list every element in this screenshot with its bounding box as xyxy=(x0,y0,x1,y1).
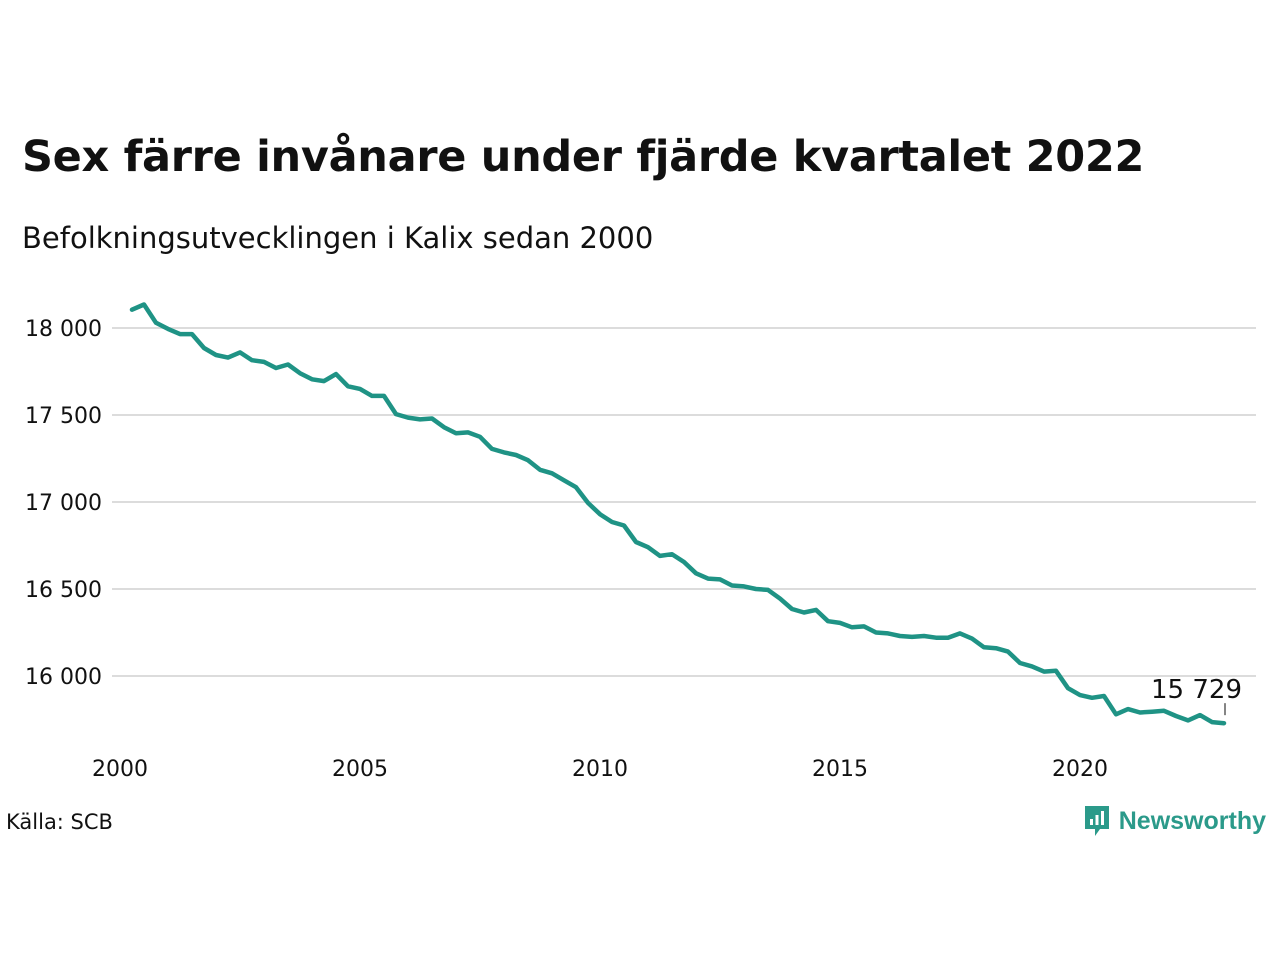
grid-lines xyxy=(112,327,1256,677)
newsworthy-logo-icon xyxy=(1084,806,1109,836)
x-tick-label: 2020 xyxy=(1052,757,1108,782)
y-tick-label: 18 000 xyxy=(25,317,102,342)
series-line xyxy=(129,302,1227,726)
brand-logo: Newsworthy xyxy=(1083,804,1266,838)
end-value-label: 15 729 xyxy=(1151,675,1242,705)
series-layer xyxy=(129,302,1227,726)
y-tick-label: 16 500 xyxy=(25,578,102,603)
brand-name: Newsworthy xyxy=(1118,806,1266,835)
y-tick-label: 17 500 xyxy=(25,404,102,429)
x-axis-ticks: 2000 2005 2010 2015 2020 xyxy=(92,757,1108,782)
end-label-layer: 15 729 xyxy=(1151,675,1242,716)
chart-title: Sex färre invånare under fjärde kvartale… xyxy=(22,132,1145,182)
y-axis-ticks: 16 000 16 500 17 000 17 500 18 000 xyxy=(25,317,102,690)
x-tick-label: 2000 xyxy=(92,757,148,782)
x-tick-label: 2005 xyxy=(332,757,388,782)
y-tick-label: 17 000 xyxy=(25,491,102,516)
source-note: Källa: SCB xyxy=(6,810,113,834)
y-tick-label: 16 000 xyxy=(25,665,102,690)
chart-subtitle: Befolkningsutvecklingen i Kalix sedan 20… xyxy=(22,221,654,255)
x-tick-label: 2010 xyxy=(572,757,628,782)
x-tick-label: 2015 xyxy=(812,757,868,782)
